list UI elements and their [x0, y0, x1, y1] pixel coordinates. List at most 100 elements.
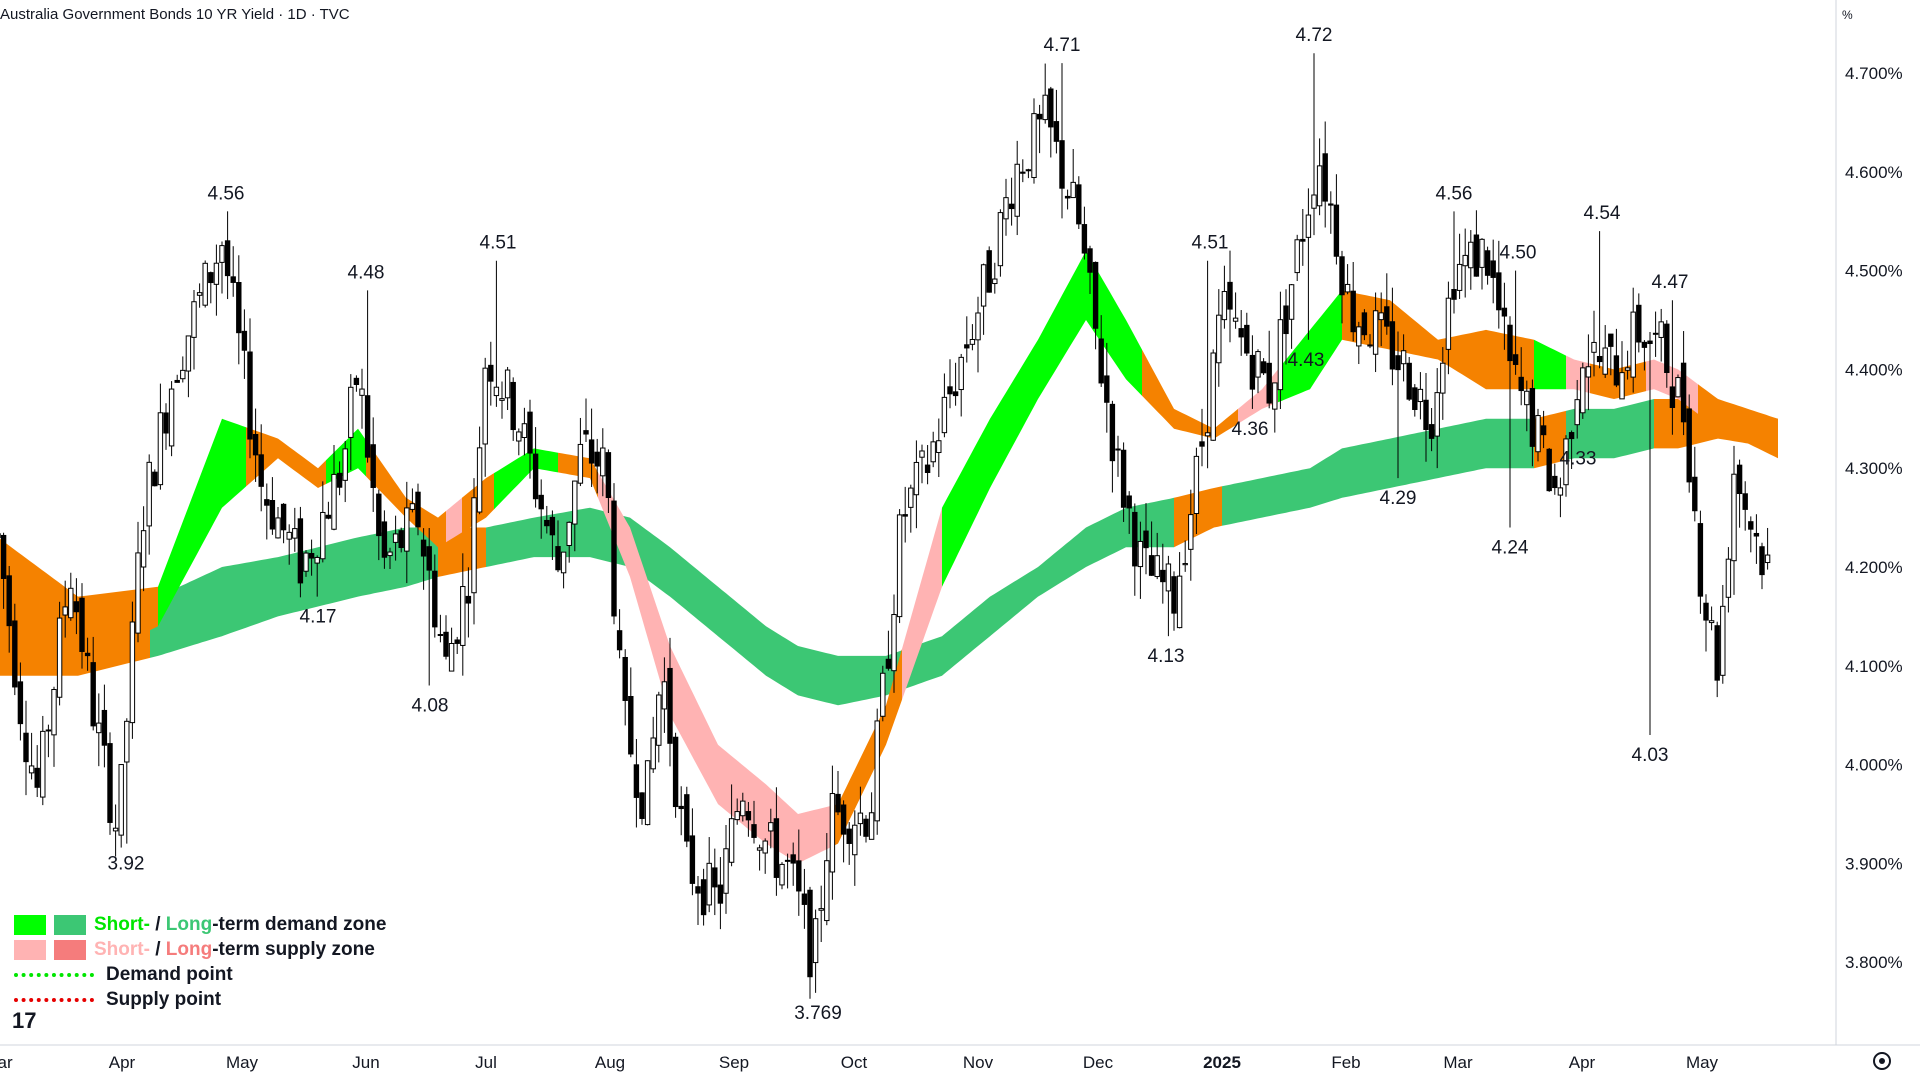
- candle-body: [241, 330, 248, 351]
- swing-label: 4.51: [480, 233, 517, 254]
- candle-body: [751, 824, 757, 838]
- candle-body: [79, 597, 85, 652]
- candle-body: [913, 461, 920, 496]
- candle-body: [1081, 224, 1088, 254]
- candle-body: [1311, 194, 1317, 209]
- candle-body: [6, 575, 12, 627]
- candle-body: [1596, 355, 1603, 363]
- candle-body: [1613, 355, 1620, 386]
- candle-body: [1255, 351, 1261, 378]
- candle-body: [1244, 324, 1250, 354]
- short-band-segment: [366, 440, 446, 548]
- candle-body: [40, 730, 46, 798]
- candle-body: [863, 818, 869, 837]
- time-tick-label: Apr: [109, 1053, 136, 1072]
- candle-body: [213, 262, 220, 285]
- candle-body: [1557, 487, 1564, 496]
- candle-body: [1720, 605, 1726, 676]
- swing-label: 4.51: [1192, 233, 1229, 254]
- candle-body: [997, 212, 1004, 267]
- long-band-segment: [150, 527, 438, 658]
- candle-body: [835, 793, 841, 813]
- candle-body: [1512, 354, 1519, 365]
- legend-supply-short: Short-: [94, 938, 150, 960]
- candle-body: [1708, 620, 1715, 624]
- candle-body: [476, 447, 483, 513]
- tradingview-logo[interactable]: 17: [12, 1008, 37, 1033]
- candle-body: [510, 381, 516, 431]
- candle-body: [577, 443, 584, 484]
- candle-body: [286, 531, 292, 540]
- supply-point-swatch: [14, 997, 94, 1002]
- candle-body: [314, 556, 320, 564]
- candle-body: [1389, 321, 1396, 370]
- candle-body: [1070, 181, 1076, 199]
- candle-body: [672, 736, 679, 808]
- candle-body: [588, 439, 595, 464]
- candle-body: [17, 681, 24, 725]
- swing-label: 4.48: [348, 262, 385, 283]
- candle-body: [1602, 347, 1608, 375]
- candle-body: [1479, 238, 1485, 268]
- candle-body: [129, 621, 136, 724]
- candle-body: [96, 722, 102, 734]
- swing-label: 4.50: [1500, 243, 1537, 264]
- candle-body: [1563, 438, 1569, 486]
- candle-body: [1048, 88, 1054, 128]
- candle-body: [488, 364, 494, 382]
- price-axis-unit[interactable]: %: [1842, 8, 1853, 22]
- candle-body: [23, 732, 29, 763]
- time-tick-label: May: [1686, 1053, 1719, 1072]
- candle-body: [387, 551, 393, 557]
- candle-body: [1115, 448, 1121, 451]
- candle-body: [980, 264, 987, 307]
- candle-body: [1736, 464, 1743, 495]
- candle-body: [644, 760, 651, 826]
- candle-body: [796, 860, 802, 892]
- time-tick-label: Nov: [963, 1053, 994, 1072]
- candle-body: [919, 450, 925, 458]
- candle-body: [712, 867, 718, 888]
- candle-body: [415, 491, 421, 528]
- settings-icon[interactable]: [1873, 1052, 1891, 1070]
- time-tick-label: Apr: [1569, 1053, 1596, 1072]
- legend-supply-long: Long: [165, 938, 213, 960]
- candle-body: [745, 811, 752, 821]
- long-demand-swatch: [54, 914, 86, 935]
- swing-label: 4.47: [1652, 272, 1689, 293]
- short-band-segment: [598, 472, 830, 864]
- candle-body: [168, 388, 175, 447]
- swing-label: 4.72: [1296, 25, 1333, 46]
- candle-body: [1501, 307, 1508, 317]
- candle-body: [1468, 241, 1474, 269]
- candle-body: [868, 812, 875, 840]
- swing-label: 4.33: [1560, 449, 1597, 470]
- candle-body: [611, 500, 617, 617]
- candle-body: [1154, 555, 1160, 578]
- candle-body: [1316, 165, 1323, 207]
- swing-label: 4.03: [1632, 745, 1669, 766]
- long-band-segment: [1566, 399, 1654, 461]
- candle-body: [269, 500, 276, 530]
- candle-body: [1462, 254, 1468, 267]
- time-tick-label: Mar: [0, 1053, 13, 1072]
- candle-body: [734, 811, 740, 821]
- candle-body: [1378, 312, 1384, 321]
- swing-label: 3.92: [108, 854, 145, 875]
- legend-supply-point-label: Supply point: [106, 988, 222, 1010]
- price-tick-label: 4.700%: [1845, 64, 1903, 83]
- swing-label: 4.54: [1584, 203, 1621, 224]
- candle-body: [1199, 441, 1205, 447]
- candle-body: [454, 639, 460, 644]
- candle-body: [885, 658, 892, 669]
- price-tick-label: 4.400%: [1845, 360, 1903, 379]
- swing-label: 4.36: [1232, 419, 1269, 440]
- price-tick-label: 4.500%: [1845, 262, 1903, 281]
- candle-body: [1641, 341, 1648, 348]
- candle-body: [656, 694, 662, 746]
- candle-body: [1288, 284, 1295, 320]
- candle-body: [756, 847, 763, 851]
- candle-body: [768, 822, 774, 832]
- candle-body: [1647, 340, 1653, 345]
